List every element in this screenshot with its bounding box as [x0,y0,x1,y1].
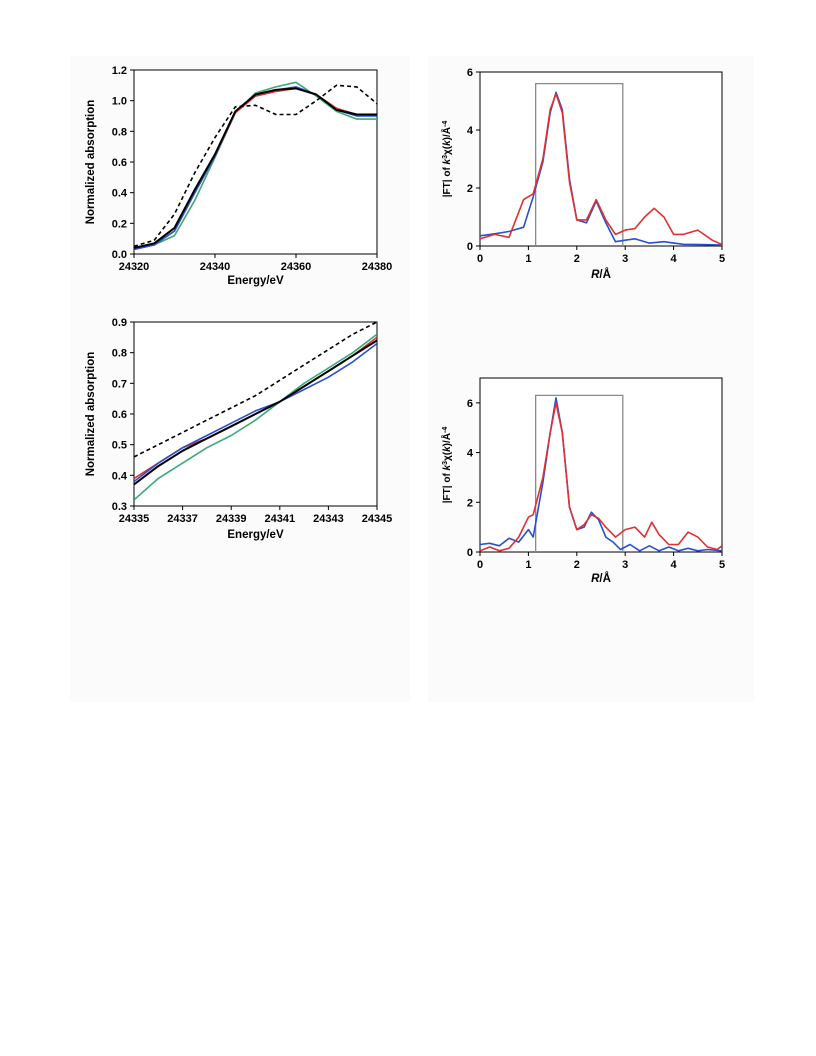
x-tick-label: 24341 [265,513,296,525]
series-line-4 [134,84,377,248]
y-tick-label: 2 [467,183,473,195]
y-tick-label: 0.5 [112,440,127,452]
x-tick-label: 3 [622,253,628,265]
plot-area [479,71,723,247]
x-tick-label: 2 [574,253,580,265]
y-tick-label: 0.9 [112,317,127,329]
fit-window-box [535,394,624,552]
ft-top-plot: 0 1 2 3 4 5 0 2 4 6 R/Å |FT| of k3χ(k)/Å-4 [440,67,725,281]
x-tick-label: 24335 [119,513,150,525]
series-line-2 [134,342,377,483]
y-tick-label: 1.2 [112,65,127,77]
y-tick-label: 0.8 [112,126,127,138]
y-tick-label: 2 [467,497,473,509]
y-tick-label: 0.6 [112,157,127,169]
y-tick-label: 0.0 [112,249,127,261]
x-tick-label: 0 [477,253,483,265]
x-tick-label: 1 [525,559,531,571]
y-tick-label: 1.0 [112,96,127,108]
y-tick-label: 6 [467,398,473,410]
y-tick-label: 0 [467,241,473,253]
y-tick-label: 4 [467,125,474,137]
y-tick-label: 6 [467,67,473,79]
series-line-1 [480,402,722,552]
x-tick-label: 4 [671,253,678,265]
xanes-full-plot: 24320 24340 24360 24380 0.0 0.2 0.4 0.6 0.8 1.0 1.… [85,65,393,287]
x-tick-label: 3 [622,559,628,571]
xanes-full-chart: 24320 24340 24360 24380 0.0 0.2 0.4 0.6 0.8 1.0 1.… [80,60,393,300]
y-axis-label: Normalized absorption [85,352,97,477]
x-tick-label: 5 [719,253,725,265]
plot-area [479,377,723,553]
x-axis-label: Energy/eV [227,529,284,541]
xanes-zoom-plot: 24335 24337 24339 24341 24343 24345 0.3 0.4 0.5 0… [85,317,393,541]
y-tick-label: 4 [467,448,474,460]
xanes-zoom-chart: 24335 24337 24339 24341 24343 24345 0.3 0.4 0.5 0… [80,312,393,552]
series-line-0 [134,81,377,251]
y-tick-label: 0.2 [112,218,127,230]
series-line-0 [134,333,377,501]
x-axis-label: R/Å [591,268,611,281]
y-tick-label: 0.8 [112,348,127,360]
y-axis-label: |FT| of k3χ(k)/Å-4 [440,427,453,504]
ft-bottom-plot: 0 1 2 3 4 5 0 2 4 6 R/Å |FT| of k3χ(k)/Å-4 [440,377,725,585]
x-tick-label: 2 [574,559,580,571]
series-line-3 [134,339,377,486]
x-tick-label: 24320 [119,261,150,273]
x-tick-label: 0 [477,559,483,571]
x-tick-label: 24343 [313,513,344,525]
y-tick-label: 0.3 [112,501,127,513]
y-tick-label: 0.4 [112,470,128,482]
series-line-3 [134,87,377,249]
x-tick-label: 5 [719,559,725,571]
y-axis-label: Normalized absorption [85,100,97,225]
y-tick-label: 0.7 [112,378,127,390]
series-line-1 [480,92,722,246]
y-tick-label: 0.4 [112,188,128,200]
ft-top-chart: 0 1 2 3 4 5 0 2 4 6 R/Å |FT| of k3χ(k)/Å-4 [436,60,736,296]
y-tick-label: 0 [467,547,473,559]
x-tick-label: 24360 [281,261,312,273]
y-axis-label: |FT| of k3χ(k)/Å-4 [440,121,453,198]
fit-window-box [535,82,624,246]
y-tick-label: 0.6 [112,409,127,421]
series-line-0 [480,397,722,552]
x-tick-label: 1 [525,253,531,265]
x-tick-label: 24339 [216,513,247,525]
series-line-4 [134,322,377,458]
series-line-0 [480,91,722,246]
x-axis-label: R/Å [591,572,611,585]
x-tick-label: 24337 [167,513,198,525]
x-tick-label: 24340 [200,261,231,273]
x-tick-label: 24345 [362,513,393,525]
x-tick-label: 24380 [362,261,393,273]
plot-area [133,69,378,255]
ft-bottom-chart: 0 1 2 3 4 5 0 2 4 6 R/Å |FT| of k3χ(k)/Å-4 [436,368,736,596]
x-tick-label: 4 [671,559,678,571]
x-axis-label: Energy/eV [227,275,284,287]
